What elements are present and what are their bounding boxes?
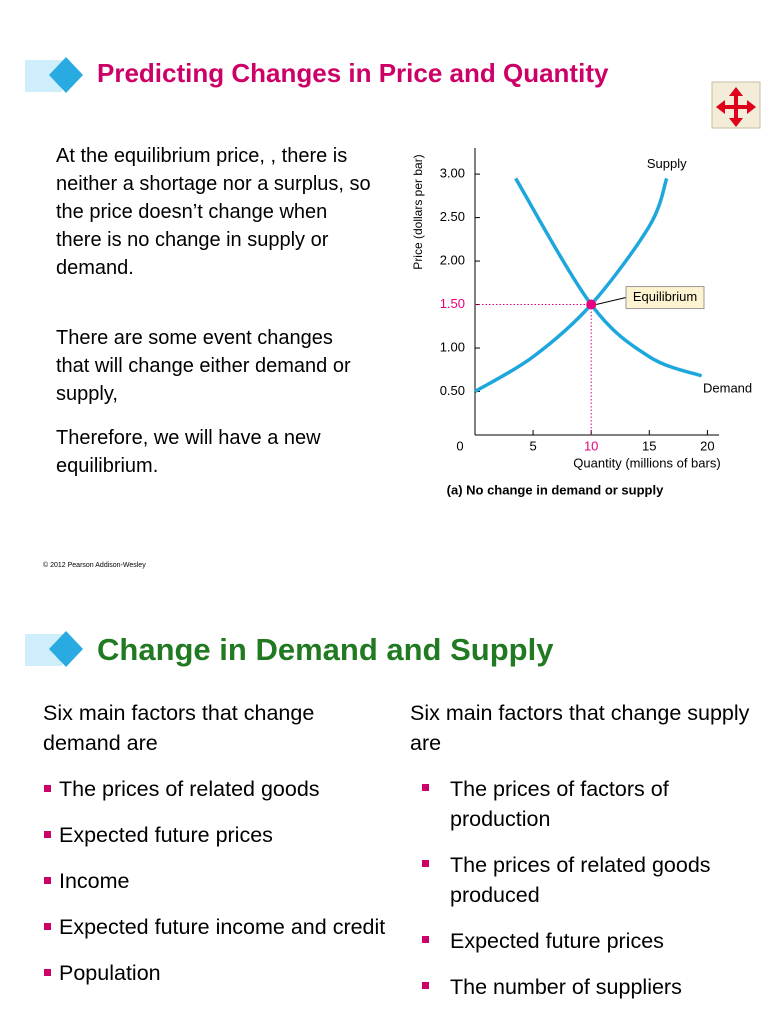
y-tick-label: 3.00 [440, 166, 465, 181]
right-column: Six main factors that change supply are … [410, 698, 768, 1002]
copyright: © 2012 Pearson Addison-Wesley [43, 562, 146, 569]
x-axis-label: Quantity (millions of bars) [573, 455, 720, 470]
x-tick-label: 5 [529, 438, 536, 453]
annotation-box [625, 286, 705, 310]
slide-title: Change in Demand and Supply [97, 632, 554, 667]
paragraph: Therefore, we will have a new equilibriu… [56, 427, 321, 477]
diamond-icon [49, 57, 83, 93]
bullet: The number of suppliers [410, 972, 768, 1002]
intro: Six main factors that change demand are [43, 701, 315, 755]
y-axis-label: Price (dollars per bar) [411, 154, 425, 269]
bullet: The prices of factors of production [410, 774, 768, 834]
leader-line [596, 297, 627, 306]
series-label: Demand [703, 380, 752, 395]
x-tick-label: 15 [642, 438, 656, 453]
bullet: The prices of related goods produced [410, 850, 768, 910]
icon-box [25, 634, 62, 666]
series-label: Supply [647, 156, 687, 171]
curve [474, 177, 669, 394]
bullet: Expected future prices [43, 820, 388, 850]
slide-title: Predicting Changes in Price and Quantity [97, 58, 609, 88]
curve [514, 177, 703, 378]
y-tick-label: 1.00 [440, 339, 465, 354]
left-column: Six main factors that change demand are … [43, 698, 388, 988]
x-tick-label: 0 [456, 438, 463, 453]
y-tick-label: 1.50 [440, 296, 465, 311]
x-tick-label: 10 [584, 438, 598, 453]
annotation: Equilibrium [633, 289, 697, 304]
intro: Six main factors that change supply are [410, 701, 750, 755]
bullet: Income [43, 866, 388, 896]
move-icon[interactable] [711, 81, 761, 129]
bullet: The prices of related goods [43, 774, 388, 804]
y-tick-label: 0.50 [440, 383, 465, 398]
bullet: Expected future income and credit [43, 912, 388, 942]
bullet: Population [43, 958, 388, 988]
paragraph: There are some event changes that will c… [56, 327, 351, 405]
bullet: Expected future prices [410, 926, 768, 956]
equilibrium-point [586, 299, 597, 310]
chart: (a) No change in demand or supply Quanti… [411, 148, 752, 497]
x-tick-label: 20 [700, 438, 714, 453]
y-tick-label: 2.50 [440, 209, 465, 224]
y-tick-label: 2.00 [440, 252, 465, 267]
icon-box [25, 60, 62, 92]
paragraph: At the equilibrium price, , there is nei… [56, 145, 371, 279]
chart-caption: (a) No change in demand or supply [447, 482, 664, 497]
diamond-icon [49, 631, 83, 667]
